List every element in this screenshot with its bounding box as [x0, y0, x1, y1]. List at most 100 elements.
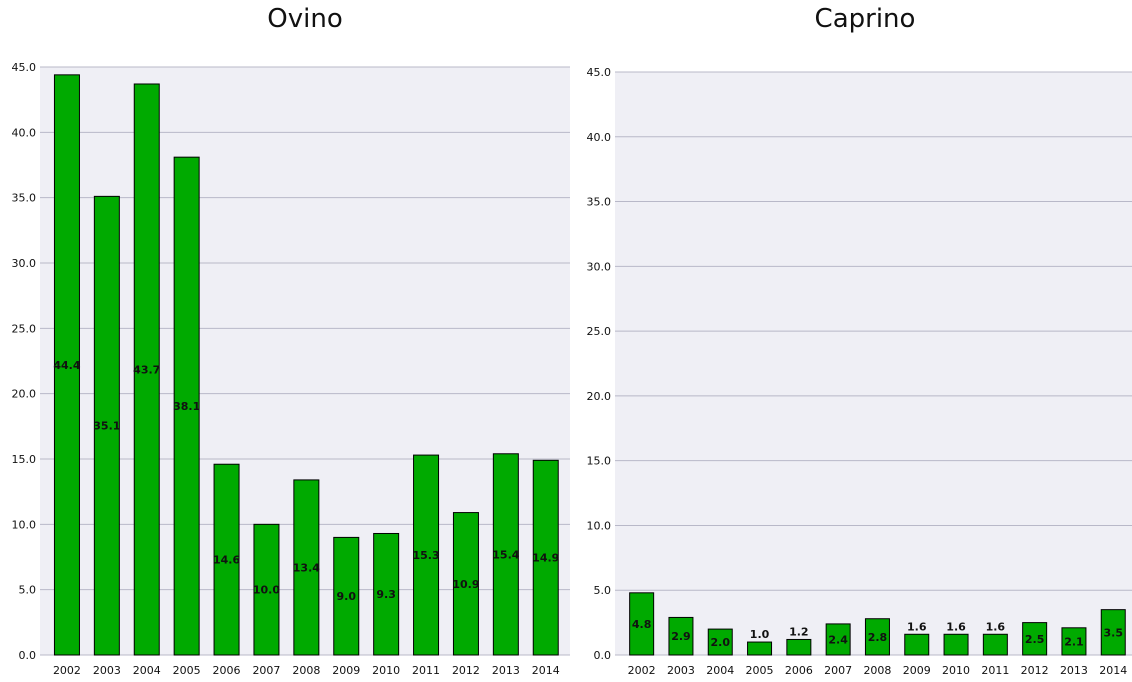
- bar: [1100, 609, 1126, 656]
- x-tick-label: 2014: [532, 664, 560, 677]
- data-label: 1.2: [789, 625, 809, 638]
- bar: [133, 83, 160, 656]
- y-tick-label: 35.0: [587, 196, 612, 209]
- data-label: 2.4: [828, 633, 848, 646]
- bar: [413, 454, 440, 656]
- x-tick-label: 2009: [903, 664, 931, 677]
- y-tick-label: 35.0: [12, 192, 37, 205]
- bar: [333, 536, 360, 656]
- data-label: 13.4: [293, 561, 320, 574]
- bar: [93, 195, 120, 656]
- bar: [1022, 622, 1048, 656]
- x-tick-label: 2004: [133, 664, 161, 677]
- y-tick-label: 45.0: [587, 66, 612, 79]
- x-tick-label: 2010: [942, 664, 970, 677]
- x-tick-label: 2005: [173, 664, 201, 677]
- bar: [293, 479, 320, 656]
- y-tick-label: 10.0: [12, 518, 37, 531]
- data-label: 2.1: [1064, 635, 1084, 648]
- data-label: 14.9: [532, 552, 559, 565]
- x-tick-label: 2007: [824, 664, 852, 677]
- y-tick-label: 10.0: [587, 519, 612, 532]
- data-label: 15.4: [492, 548, 519, 561]
- y-tick-label: 30.0: [587, 260, 612, 273]
- y-tick-label: 30.0: [12, 257, 37, 270]
- bar: [786, 638, 812, 656]
- bar: [532, 459, 559, 656]
- y-tick-label: 15.0: [587, 455, 612, 468]
- data-label: 9.0: [337, 590, 357, 603]
- data-label: 2.9: [671, 630, 691, 643]
- x-tick-label: 2012: [1021, 664, 1049, 677]
- y-tick-label: 20.0: [12, 388, 37, 401]
- bar: [825, 623, 851, 656]
- data-label: 1.6: [946, 620, 966, 633]
- x-tick-label: 2013: [492, 664, 520, 677]
- bar: [373, 532, 400, 656]
- bar: [982, 633, 1008, 656]
- y-tick-label: 5.0: [19, 584, 37, 597]
- chart-ovino: 0.0 5.0 10.0 15.0 20.0 25.0 30.0 35.0 40.0 45.0 44…: [12, 61, 570, 677]
- x-tick-label: 2012: [452, 664, 480, 677]
- bar: [707, 628, 733, 656]
- y-tick-label: 40.0: [12, 126, 37, 139]
- chart-title-ovino: Ovino: [267, 4, 343, 34]
- plot-area: [615, 72, 1132, 655]
- y-tick-label: 5.0: [594, 584, 612, 597]
- bar: [943, 633, 969, 656]
- bar: [629, 592, 655, 656]
- x-tick-label: 2004: [706, 664, 734, 677]
- data-label: 1.6: [986, 620, 1006, 633]
- x-tick-label: 2008: [863, 664, 891, 677]
- x-tick-label: 2002: [628, 664, 656, 677]
- bar: [904, 633, 930, 656]
- data-label: 10.9: [452, 578, 479, 591]
- data-label: 1.6: [907, 620, 927, 633]
- bar: [452, 512, 479, 656]
- data-label: 38.1: [173, 400, 200, 413]
- bar: [253, 523, 280, 656]
- x-tick-label: 2011: [412, 664, 440, 677]
- data-label: 1.0: [750, 628, 770, 641]
- bar: [53, 74, 80, 656]
- x-tick-label: 2006: [213, 664, 241, 677]
- y-tick-label: 45.0: [12, 61, 37, 74]
- y-tick-label: 0.0: [594, 649, 612, 662]
- data-label: 35.1: [93, 420, 120, 433]
- bar: [1061, 627, 1087, 656]
- bar: [173, 156, 200, 656]
- data-label: 2.5: [1025, 633, 1045, 646]
- x-tick-label: 2013: [1060, 664, 1088, 677]
- data-label: 9.3: [376, 588, 396, 601]
- x-tick-label: 2014: [1099, 664, 1127, 677]
- chart-title-caprino: Caprino: [814, 4, 916, 34]
- x-tick-label: 2010: [372, 664, 400, 677]
- data-label: 2.0: [711, 636, 731, 649]
- y-tick-label: 25.0: [12, 322, 37, 335]
- x-tick-label: 2009: [332, 664, 360, 677]
- bar: [213, 463, 240, 656]
- data-label: 10.0: [253, 584, 280, 597]
- bar: [668, 616, 694, 656]
- x-tick-label: 2005: [746, 664, 774, 677]
- x-tick-label: 2003: [667, 664, 695, 677]
- bar: [864, 618, 890, 656]
- bar: [747, 641, 773, 656]
- data-label: 2.8: [868, 631, 888, 644]
- x-tick-label: 2008: [292, 664, 320, 677]
- x-tick-label: 2006: [785, 664, 813, 677]
- x-tick-label: 2002: [53, 664, 81, 677]
- y-tick-label: 40.0: [587, 131, 612, 144]
- data-label: 4.8: [632, 618, 652, 631]
- y-tick-label: 25.0: [587, 325, 612, 338]
- x-tick-label: 2003: [93, 664, 121, 677]
- data-label: 44.4: [53, 359, 80, 372]
- data-label: 14.6: [213, 554, 240, 567]
- x-tick-label: 2011: [981, 664, 1009, 677]
- y-tick-label: 15.0: [12, 453, 37, 466]
- bar: [492, 453, 519, 656]
- data-label: 43.7: [133, 363, 160, 376]
- chart-caprino: 0.0 5.0 10.0 15.0 20.0 25.0 30.0 35.0 40.0 45.0 4.…: [587, 66, 1132, 677]
- x-tick-label: 2007: [252, 664, 280, 677]
